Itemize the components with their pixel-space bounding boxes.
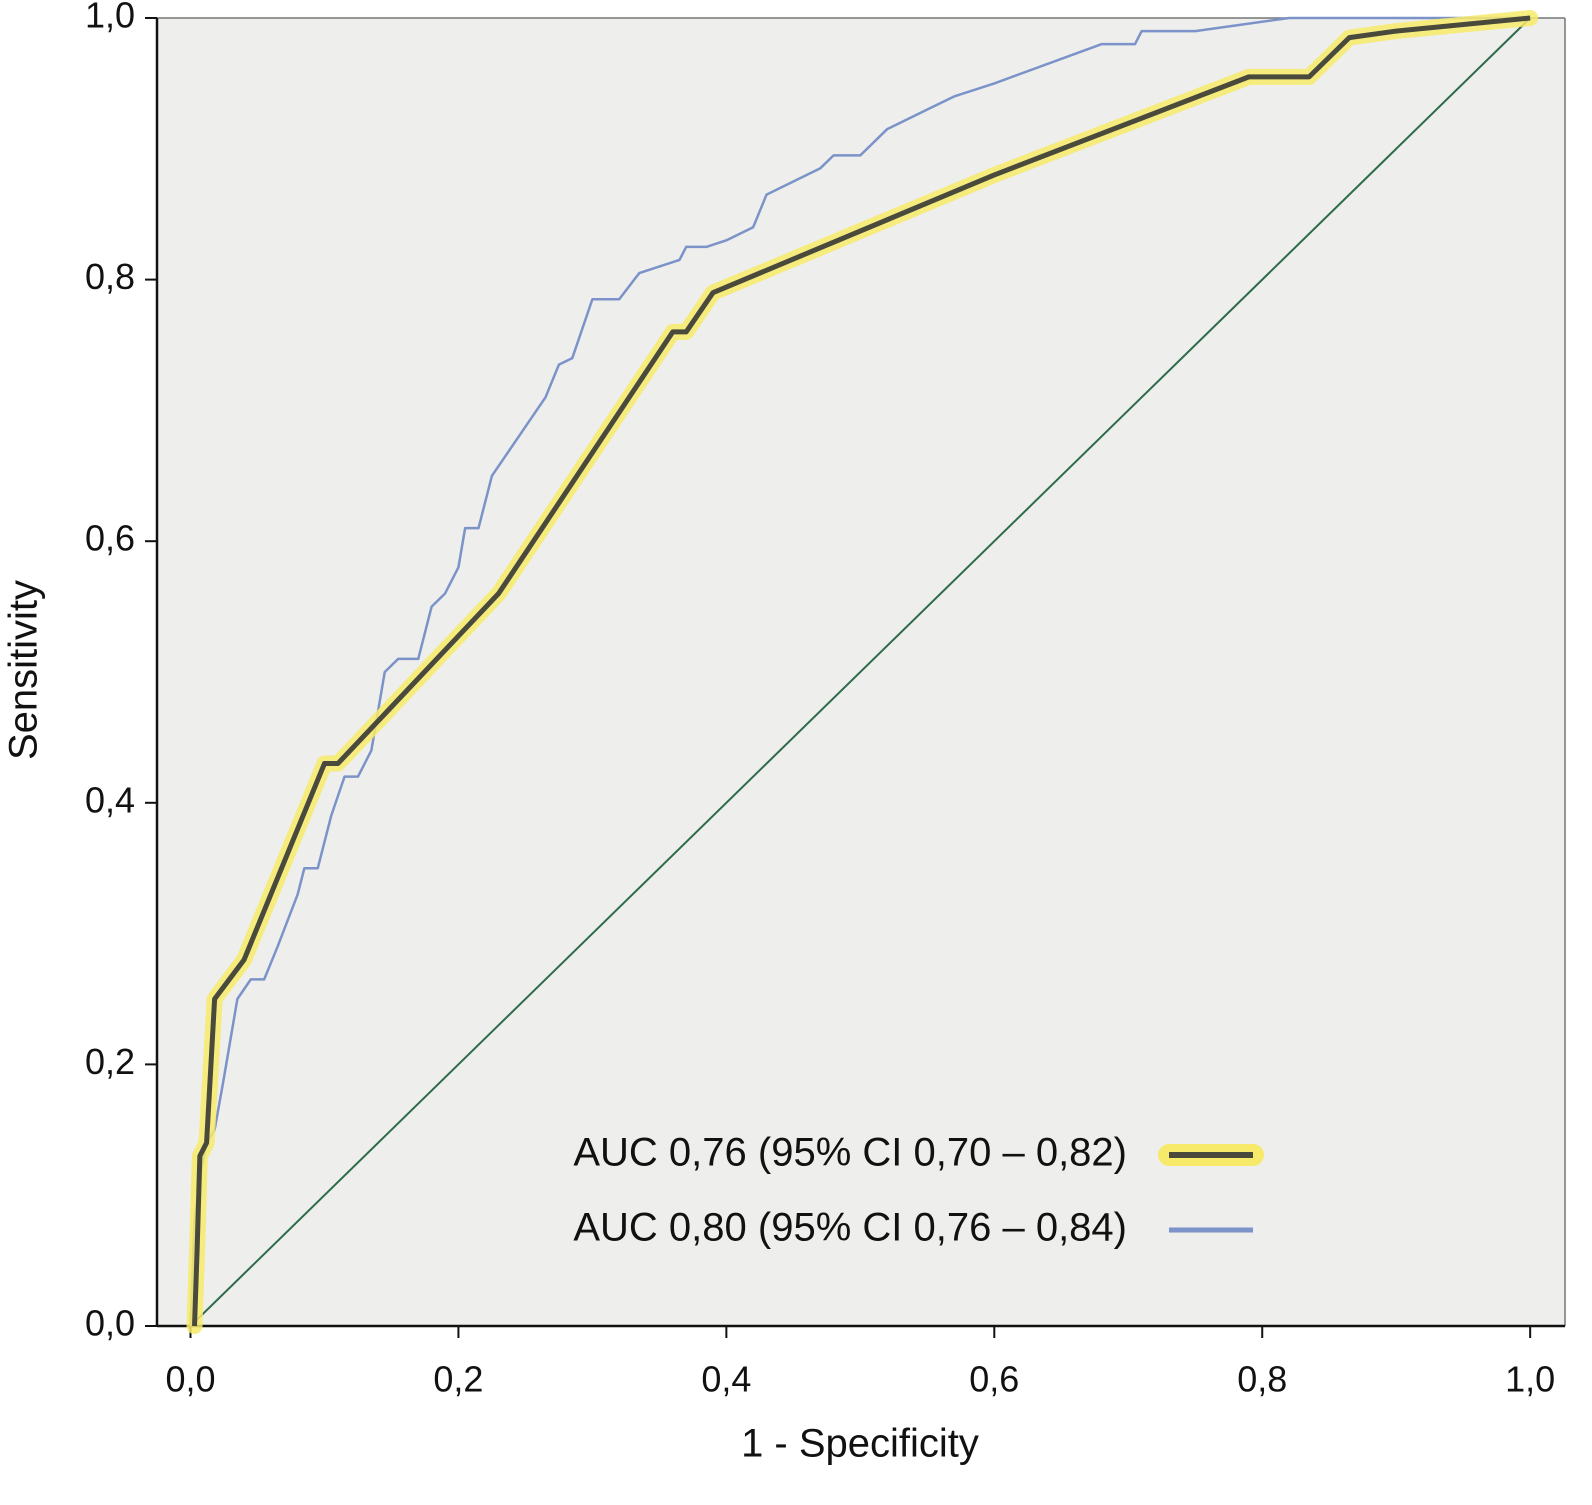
- x-tick-label: 0,4: [701, 1359, 751, 1400]
- y-tick-label: 0,2: [85, 1041, 135, 1082]
- legend-label: AUC 0,80 (95% CI 0,76 – 0,84): [573, 1206, 1127, 1250]
- x-tick-label: 0,6: [969, 1359, 1019, 1400]
- y-tick-label: 0,0: [85, 1303, 135, 1344]
- x-tick-label: 0,8: [1237, 1359, 1287, 1400]
- x-tick-label: 0,0: [165, 1359, 215, 1400]
- x-tick-label: 1,0: [1505, 1359, 1555, 1400]
- x-axis-title: 1 - Specificity: [741, 1422, 979, 1466]
- y-tick-label: 0,8: [85, 256, 135, 297]
- legend-label: AUC 0,76 (95% CI 0,70 – 0,82): [573, 1131, 1127, 1175]
- y-tick-label: 1,0: [85, 0, 135, 36]
- series-line: [189, 16, 1531, 1327]
- series-line: [192, 15, 1531, 1327]
- y-axis-title: Sensitivity: [2, 580, 46, 760]
- x-tick-label: 0,2: [433, 1359, 483, 1400]
- reference-line: [189, 17, 1531, 1327]
- y-tick-label: 0,6: [85, 518, 135, 559]
- y-tick-label: 0,4: [85, 779, 135, 820]
